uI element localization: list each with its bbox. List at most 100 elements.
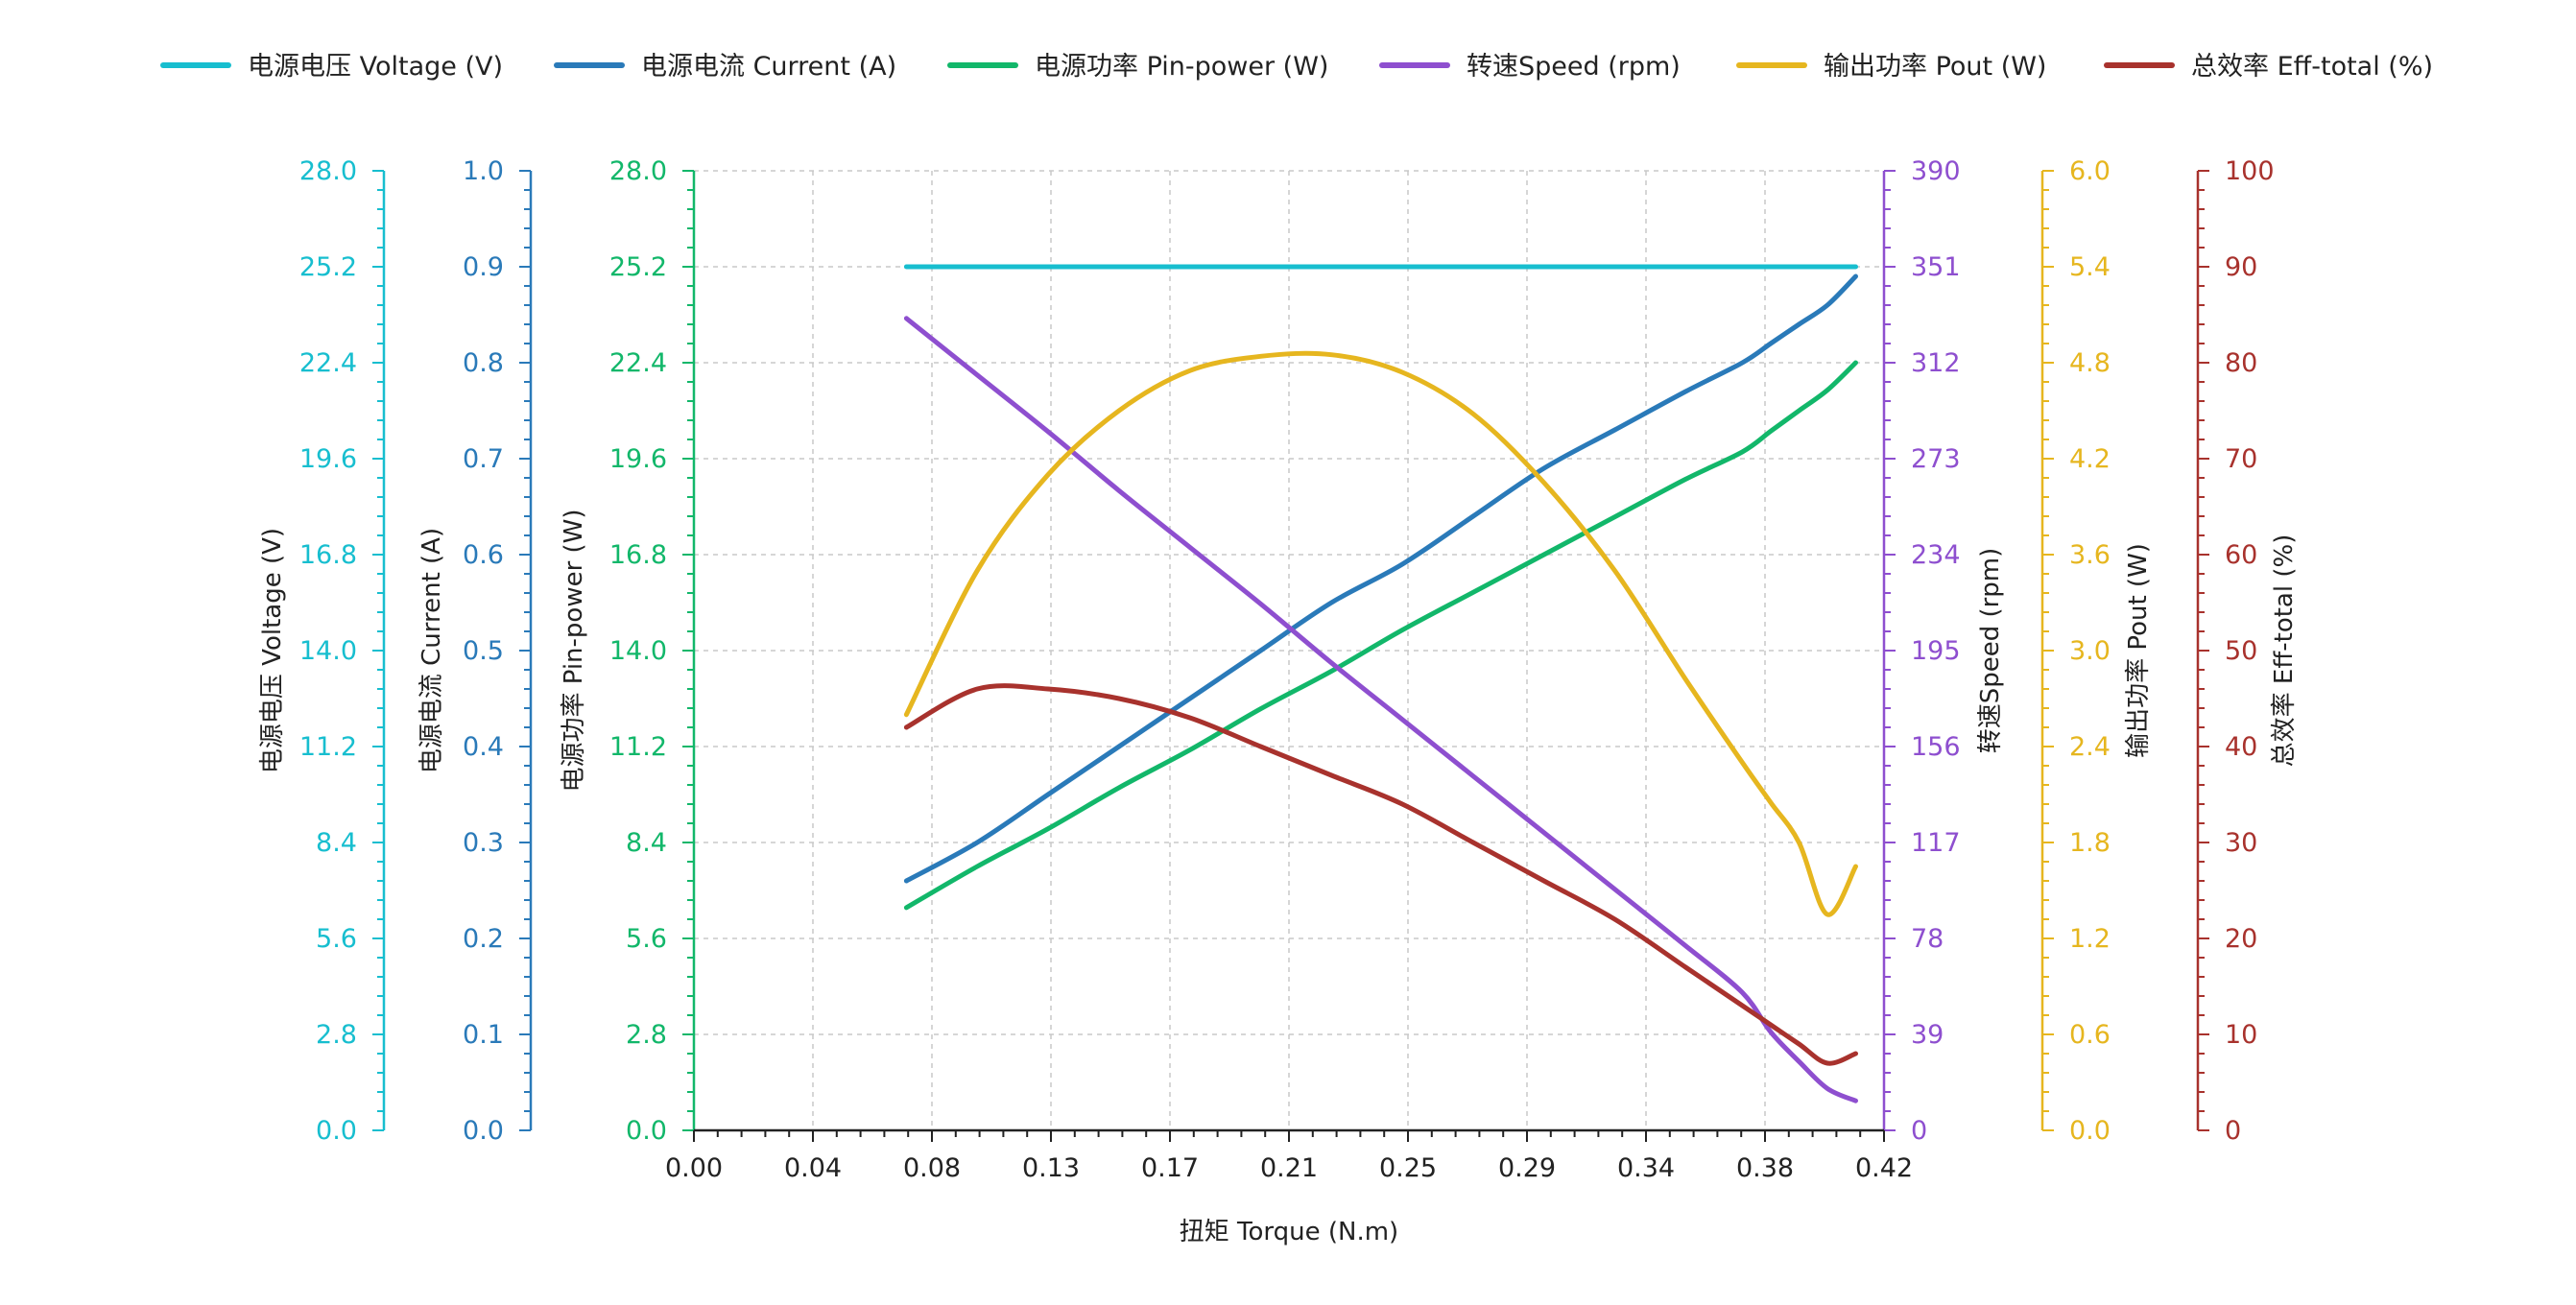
y-tick-label: 100: [2225, 156, 2275, 186]
x-tick-label: 0.38: [1736, 1153, 1794, 1183]
legend-item-voltage: 电源电压 Voltage (V): [160, 52, 503, 82]
x-tick-label: 0.21: [1260, 1153, 1318, 1183]
legend-label: 总效率 Eff-total (%): [2191, 52, 2433, 82]
axes: 0.0 2.8 5.6 8.4 11.2 14.0 16.8 19.6 22.4 25.2 28.0…: [258, 156, 2299, 1246]
y-tick-label: 0.4: [463, 732, 504, 762]
y-tick-label: 1.2: [2069, 924, 2111, 954]
x-tick-label: 0.13: [1022, 1153, 1080, 1183]
y-axis-title-voltage: 电源电压 Voltage (V): [258, 528, 287, 773]
y-tick-label: 0.7: [463, 444, 504, 474]
y-tick-label: 19.6: [299, 444, 357, 474]
legend-label: 电源功率 Pin-power (W): [1035, 52, 1328, 82]
y-tick-label: 234: [1911, 540, 1961, 570]
y-axis-current: 0.0 0.1 0.2 0.3 0.4 0.5 0.6 0.7 0.8 0.9 1.0 电源电流 Cu…: [417, 156, 533, 1146]
y-tick-label: 5.6: [316, 924, 357, 954]
series-line-speed: [903, 316, 1858, 1103]
y-axis-voltage: 0.0 2.8 5.6 8.4 11.2 14.0 16.8 19.6 22.4 25.2 28.0…: [258, 156, 386, 1146]
legend-item-eff: 总效率 Eff-total (%): [2104, 52, 2433, 82]
y-tick-label: 0.0: [463, 1116, 504, 1146]
y-tick-label: 0: [1911, 1116, 1927, 1146]
y-tick-label: 4.2: [2069, 444, 2111, 474]
x-tick-label: 0.04: [784, 1153, 842, 1183]
y-tick-label: 14.0: [609, 636, 667, 666]
y-tick-label: 25.2: [299, 252, 357, 282]
y-tick-label: 2.4: [2069, 732, 2111, 762]
y-tick-label: 14.0: [299, 636, 357, 666]
legend-item-speed: 转速Speed (rpm): [1379, 52, 1681, 82]
x-tick-label: 0.17: [1141, 1153, 1199, 1183]
y-axis-title-pin: 电源功率 Pin-power (W): [560, 509, 588, 792]
y-tick-label: 19.6: [609, 444, 667, 474]
x-tick-label: 0.34: [1617, 1153, 1675, 1183]
y-tick-label: 22.4: [609, 348, 667, 378]
y-axis-title-current: 电源电流 Current (A): [417, 528, 446, 773]
y-tick-label: 351: [1911, 252, 1961, 282]
legend-item-pin: 电源功率 Pin-power (W): [947, 52, 1328, 82]
y-axis-title-pout: 输出功率 Pout (W): [2124, 543, 2153, 758]
x-tick-label: 0.00: [665, 1153, 723, 1183]
y-tick-label: 50: [2225, 636, 2257, 666]
y-axis-eff: 0 10 20 30 40 50 60 70 80 90 100 总效率 Eff-total (%): [2196, 156, 2299, 1146]
y-tick-label: 0.1: [463, 1020, 504, 1050]
series-line-eff: [903, 683, 1858, 1066]
y-tick-label: 156: [1911, 732, 1961, 762]
series-line-pout: [903, 350, 1858, 917]
y-tick-label: 11.2: [609, 732, 667, 762]
y-tick-label: 1.8: [2069, 828, 2111, 858]
y-tick-label: 28.0: [299, 156, 357, 186]
legend-label: 转速Speed (rpm): [1467, 52, 1681, 82]
legend-label: 输出功率 Pout (W): [1824, 52, 2046, 82]
y-tick-label: 10: [2225, 1020, 2257, 1050]
y-axis-speed: 0 39 78 117 156 195 234 273 312 351 390 转速Speed (rp…: [1882, 156, 2005, 1146]
y-tick-label: 78: [1911, 924, 1944, 954]
legend-item-current: 电源电流 Current (A): [554, 52, 896, 82]
y-tick-label: 70: [2225, 444, 2257, 474]
y-tick-label: 11.2: [299, 732, 357, 762]
y-tick-label: 312: [1911, 348, 1961, 378]
x-tick-label: 0.25: [1379, 1153, 1437, 1183]
y-tick-label: 22.4: [299, 348, 357, 378]
y-tick-label: 3.0: [2069, 636, 2111, 666]
y-tick-label: 4.8: [2069, 348, 2111, 378]
y-tick-label: 3.6: [2069, 540, 2111, 570]
x-tick-label: 0.29: [1498, 1153, 1556, 1183]
y-axis-pout: 0.0 0.6 1.2 1.8 2.4 3.0 3.6 4.2 4.8 5.4 6.0 输出功率 Po…: [2040, 156, 2153, 1146]
legend-label: 电源电压 Voltage (V): [248, 52, 503, 82]
y-tick-label: 25.2: [609, 252, 667, 282]
y-tick-label: 30: [2225, 828, 2257, 858]
y-tick-label: 117: [1911, 828, 1961, 858]
series-line-current: [903, 273, 1858, 884]
y-tick-label: 0.0: [626, 1116, 667, 1146]
y-tick-label: 90: [2225, 252, 2257, 282]
y-tick-label: 1.0: [463, 156, 504, 186]
grid: [694, 170, 1885, 1131]
y-tick-label: 0: [2225, 1116, 2241, 1146]
y-tick-label: 8.4: [316, 828, 357, 858]
y-tick-label: 390: [1911, 156, 1961, 186]
x-tick-label: 0.42: [1855, 1153, 1913, 1183]
y-axis-title-speed: 转速Speed (rpm): [1976, 548, 2005, 754]
y-tick-label: 28.0: [609, 156, 667, 186]
series: [903, 264, 1858, 1103]
y-tick-label: 5.6: [626, 924, 667, 954]
x-axis: 0.00 0.04 0.08 0.13 0.17 0.21 0.25 0.29 0.34 0.38…: [665, 1128, 1913, 1246]
y-tick-label: 0.2: [463, 924, 504, 954]
y-tick-label: 0.3: [463, 828, 504, 858]
y-tick-label: 80: [2225, 348, 2257, 378]
legend: 电源电压 Voltage (V) 电源电流 Current (A) 电源功率 Pin…: [160, 52, 2433, 82]
y-tick-label: 0.9: [463, 252, 504, 282]
legend-label: 电源电流 Current (A): [641, 52, 896, 82]
y-tick-label: 195: [1911, 636, 1961, 666]
y-tick-label: 2.8: [626, 1020, 667, 1050]
y-axis-pin: 0.0 2.8 5.6 8.4 11.2 14.0 16.8 19.6 22.4 25.2 28.0…: [560, 156, 696, 1146]
x-tick-label: 0.08: [903, 1153, 961, 1183]
y-tick-label: 39: [1911, 1020, 1944, 1050]
y-tick-label: 0.0: [2069, 1116, 2111, 1146]
y-tick-label: 40: [2225, 732, 2257, 762]
y-tick-label: 273: [1911, 444, 1961, 474]
y-tick-label: 6.0: [2069, 156, 2111, 186]
y-tick-label: 16.8: [609, 540, 667, 570]
y-tick-label: 5.4: [2069, 252, 2111, 282]
y-tick-label: 0.6: [463, 540, 504, 570]
